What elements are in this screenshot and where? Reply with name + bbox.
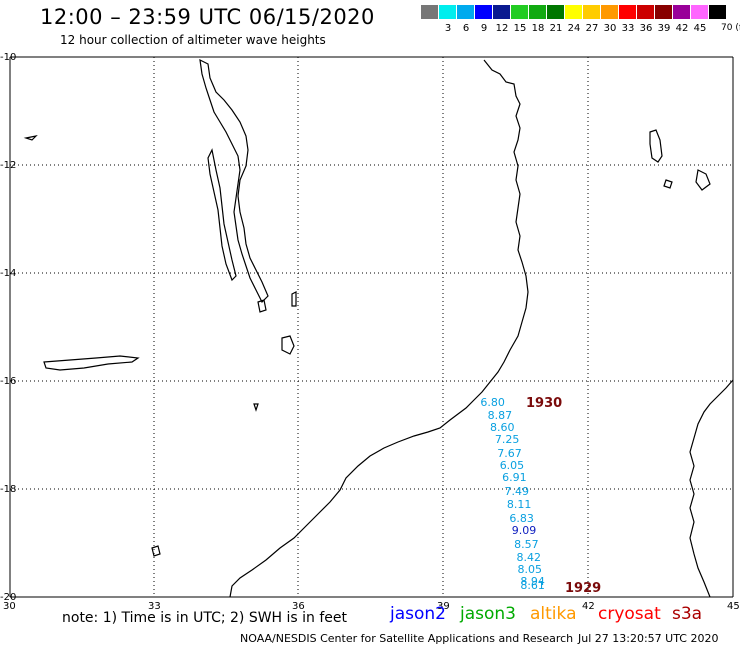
lake-malawi-outline [199, 58, 269, 304]
lat-tick-label: -14 [0, 268, 17, 279]
wave-height-value: 6.91 [502, 471, 527, 485]
lake-malawi-inner [207, 148, 237, 282]
legend-bin-label: 18 [531, 23, 545, 34]
wave-height-value: 6.83 [509, 511, 534, 525]
mozambique-coastline [229, 59, 529, 598]
credit-text: NOAA/NESDIS Center for Satellite Applica… [240, 632, 574, 645]
legend-swatch [493, 5, 510, 19]
satellite-label-cryosat: cryosat [598, 604, 661, 624]
legend-swatch [583, 5, 600, 19]
wave-height-value: 8.87 [487, 409, 513, 423]
wave-height-value: 6.05 [499, 458, 525, 472]
legend-swatch [439, 5, 456, 19]
legend-bin-label: 9 [480, 23, 488, 34]
wave-height-value: 8.05 [517, 563, 543, 576]
wave-height-value: 7.25 [494, 433, 520, 447]
lake-small-1 [257, 299, 267, 313]
legend-bin-label: 27 [585, 23, 599, 34]
map-grid [9, 56, 734, 598]
satellite-label-s3a: s3a [672, 604, 703, 624]
legend-bin-label: 33 [621, 23, 635, 34]
legend-swatch [565, 5, 582, 19]
wave-height-value: 8.61 [520, 579, 545, 593]
legend-unit-label: 70 (ft) [721, 23, 740, 33]
legend-swatch [457, 5, 474, 19]
legend-bin-label: 24 [567, 23, 581, 34]
legend-bin-label: 12 [495, 23, 509, 34]
lat-tick-label: -20 [0, 592, 17, 603]
legend-bin-label: 30 [603, 23, 617, 34]
lake-small-3 [291, 291, 297, 307]
legend-swatch [709, 5, 726, 19]
lon-tick-label: 45 [727, 601, 740, 612]
legend-bin-label: 36 [639, 23, 653, 34]
pass-time-label: 1929 [565, 581, 602, 596]
comoros-island-1 [649, 129, 663, 163]
pass-time-label: 1930 [526, 396, 563, 411]
coastlines [23, 58, 734, 598]
legend-swatch [673, 5, 690, 19]
wave-height-value: 7.67 [497, 446, 522, 460]
legend-swatch [655, 5, 672, 19]
legend-bin-label: 42 [675, 23, 689, 34]
madagascar-coastline [689, 379, 734, 598]
generated-timestamp: Jul 27 13:20:57 UTC 2020 [578, 632, 719, 645]
lake-small-4 [23, 135, 38, 141]
legend-bin-label: 45 [693, 23, 707, 34]
legend-swatch [529, 5, 546, 19]
satellite-label-jason2: jason2 [390, 604, 446, 624]
wave-height-value: 8.57 [514, 537, 539, 551]
satellite-label-altika: altika [530, 604, 577, 624]
satellite-label-jason3: jason3 [460, 604, 516, 624]
legend-bin-label: 39 [657, 23, 671, 34]
legend-swatch [637, 5, 654, 19]
legend-bin-label: 15 [513, 23, 527, 34]
wave-height-value: 6.80 [480, 395, 505, 409]
legend-swatch [511, 5, 528, 19]
legend-bin-label: 21 [549, 23, 563, 34]
lake-bangweulu-outline [43, 355, 140, 371]
lat-tick-label: -12 [0, 160, 17, 171]
lon-tick-label: 42 [582, 601, 595, 612]
page-subtitle: 12 hour collection of altimeter wave hei… [60, 33, 326, 47]
legend-bin-label: 3 [444, 23, 452, 34]
legend-swatch [619, 5, 636, 19]
comoros-island-2 [695, 169, 711, 191]
legend-swatch [691, 5, 708, 19]
lat-tick-label: -10 [0, 52, 17, 63]
lake-small-5 [253, 403, 259, 412]
lake-small-2 [151, 545, 161, 557]
comoros-island-3 [663, 179, 673, 189]
footer-note: note: 1) Time is in UTC; 2) SWH is in fe… [62, 610, 348, 626]
wave-height-value: 9.09 [511, 524, 537, 538]
wave-height-value: 8.11 [506, 498, 532, 512]
lon-tick-label: 39 [437, 601, 450, 612]
lon-tick-label: 33 [148, 601, 161, 612]
lon-tick-label: 30 [3, 601, 16, 612]
lat-tick-label: -18 [0, 484, 17, 495]
page-title: 12:00 – 23:59 UTC 06/15/2020 [40, 5, 375, 29]
legend-swatch [601, 5, 618, 19]
wave-height-value: 7.49 [504, 484, 530, 498]
wave-height-value: 8.60 [490, 420, 515, 434]
wave-height-value: 8.42 [516, 550, 542, 564]
lon-tick-label: 36 [292, 601, 305, 612]
wave-height-value: 8.94 [520, 575, 545, 589]
lake-chilwa-outline [281, 335, 295, 355]
legend-swatch [421, 5, 438, 19]
legend-swatch [547, 5, 564, 19]
lat-tick-label: -16 [0, 376, 17, 387]
legend-bin-label: 6 [462, 23, 470, 34]
legend-swatch [475, 5, 492, 19]
